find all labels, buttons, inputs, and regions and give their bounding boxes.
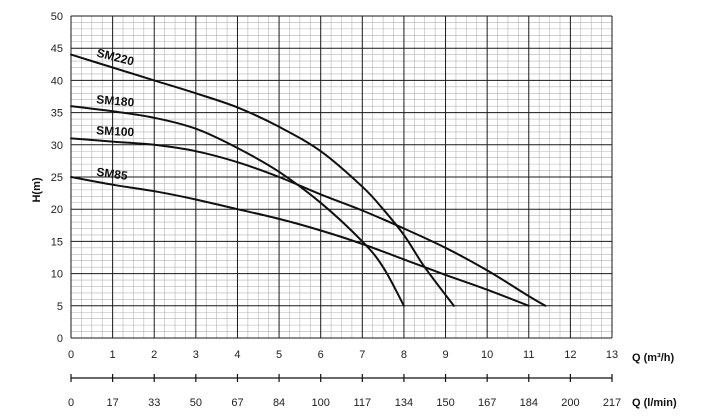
- x-tick-label: 2: [151, 349, 157, 361]
- x-tick-label: 12: [564, 349, 576, 361]
- x2-tick-label: 200: [561, 397, 579, 409]
- y-tick-label: 15: [51, 236, 63, 248]
- x2-axis-label: Q (l/min): [632, 397, 677, 409]
- x2-tick-label: 167: [478, 397, 496, 409]
- x-tick-label: 0: [68, 349, 74, 361]
- x-tick-label: 6: [318, 349, 324, 361]
- x-tick-label: 7: [359, 349, 365, 361]
- y-tick-label: 50: [51, 11, 63, 23]
- series-line-sm180: [70, 105, 405, 307]
- x2-tick-label: 217: [603, 397, 621, 409]
- x2-tick-label: 67: [231, 397, 243, 409]
- x2-tick-label: 50: [190, 397, 202, 409]
- x-tick-label: 13: [606, 349, 618, 361]
- x-tick-label: 11: [523, 349, 534, 361]
- x-tick-label: 10: [481, 349, 493, 361]
- y-tick-label: 35: [51, 108, 63, 120]
- y-axis-label: H(m): [31, 177, 43, 202]
- x2-tick-label: 117: [354, 397, 372, 409]
- series-label-sm85: SM85: [96, 165, 129, 183]
- series-line-sm220: [70, 53, 455, 307]
- x-tick-label: 4: [234, 349, 240, 361]
- x2-tick-label: 134: [395, 397, 413, 409]
- x2-tick-label: 100: [312, 397, 330, 409]
- x2-tick-label: 150: [436, 397, 454, 409]
- x-tick-label: 3: [193, 349, 199, 361]
- x2-tick-label: 84: [273, 397, 285, 409]
- series-group: SM220 SM180 SM100 SM85: [70, 46, 547, 307]
- x2-tick-label: 33: [148, 397, 160, 409]
- x2-tick-label: 184: [520, 397, 538, 409]
- y-tick-label: 45: [51, 43, 63, 55]
- x-tick-label: 8: [401, 349, 407, 361]
- x2-tick-label: 17: [106, 397, 118, 409]
- x-tick-label: 5: [276, 349, 282, 361]
- series-line-sm85: [70, 176, 530, 307]
- y-tick-label: 40: [51, 75, 63, 87]
- x-tick-label: 1: [110, 349, 116, 361]
- x-axis-label: Q (m³/h): [632, 352, 674, 364]
- x2-tick-label: 0: [68, 397, 74, 409]
- y-tick-label: 25: [51, 172, 63, 184]
- grid: [70, 15, 613, 339]
- y-tick-label: 5: [57, 301, 63, 313]
- x-tick-label: 9: [442, 349, 448, 361]
- series-label-sm100: SM100: [96, 123, 135, 139]
- series-line-sm100: [70, 137, 547, 307]
- y-tick-label: 10: [51, 269, 63, 281]
- y-tick-label: 0: [57, 333, 63, 345]
- series-label-sm220: SM220: [95, 46, 136, 69]
- y-tick-label: 30: [51, 140, 63, 152]
- series-label-sm180: SM180: [96, 92, 135, 109]
- y-tick-label: 20: [51, 204, 63, 216]
